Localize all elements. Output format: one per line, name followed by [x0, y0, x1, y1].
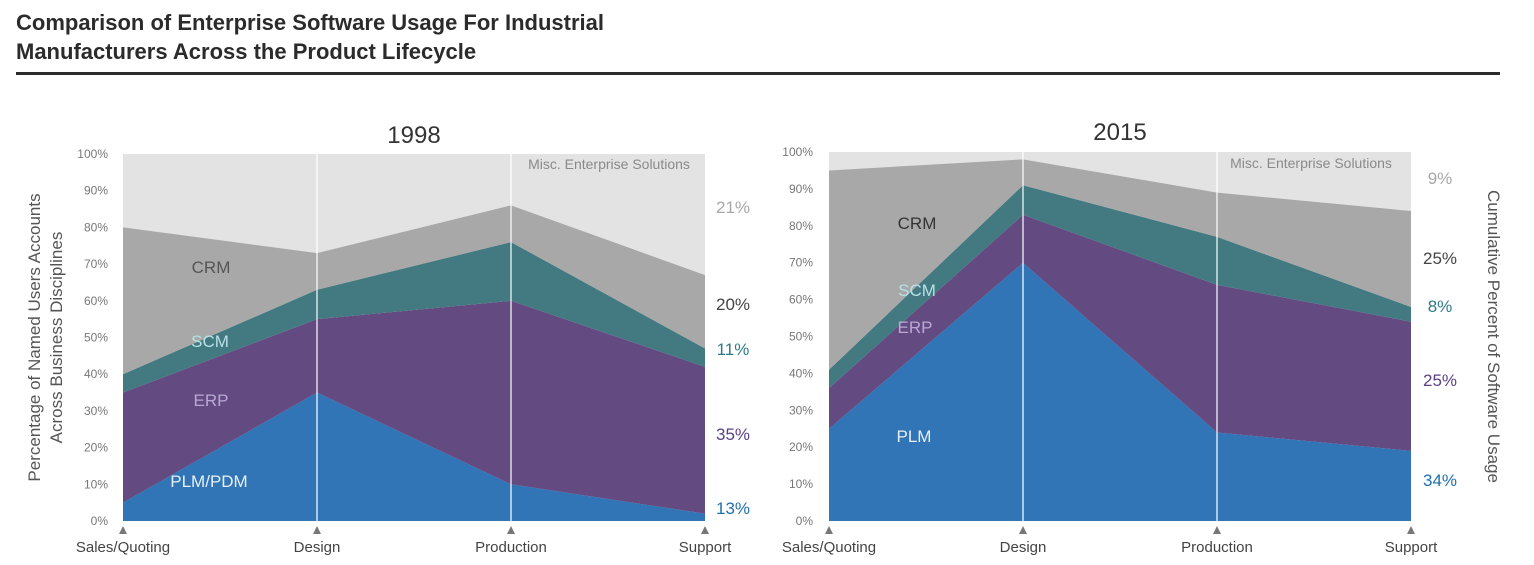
- chart-2015-y-tick-label: 30%: [789, 403, 813, 417]
- chart-1998-stage-marker-icon: [313, 526, 321, 534]
- chart-1998-y-tick-label: 70%: [84, 257, 108, 271]
- chart-2015-x-tick-label: Support: [1385, 539, 1438, 556]
- chart-1998-stage-marker-icon: [701, 526, 709, 534]
- page-title-line-1: Comparison of Enterprise Software Usage …: [16, 10, 604, 35]
- chart-2015-y-tick-label: 10%: [789, 477, 813, 491]
- chart-2015-area-crm: [829, 159, 1411, 370]
- chart-1998-y-tick-label: 80%: [84, 220, 108, 234]
- chart-2015-series-label: SCM: [898, 281, 936, 300]
- chart-1998-area-erp: [123, 300, 705, 514]
- chart-1998-series-label: PLM/PDM: [170, 472, 247, 491]
- chart-2015-y-tick-label: 90%: [789, 182, 813, 196]
- title-divider: [16, 72, 1500, 75]
- chart-2015-y-tick-label: 60%: [789, 293, 813, 307]
- chart-2015-misc-label: Misc. Enterprise Solutions: [1230, 155, 1392, 171]
- chart-2015-y-tick-label: 80%: [789, 219, 813, 233]
- chart-2015-stage-marker-icon: [1019, 526, 1027, 534]
- chart-1998-y-tick-label: 100%: [77, 147, 108, 161]
- chart-2015-y-axis-title: Cumulative Percent of Software Usage: [1484, 190, 1503, 483]
- chart-2015-series-label: ERP: [898, 318, 933, 337]
- chart-1998-cumulative-label: 21%: [716, 198, 750, 217]
- chart-1998-area-plm-pdm: [123, 392, 705, 521]
- chart-2015-y-tick-label: 0%: [796, 514, 814, 528]
- chart-2015-x-tick-label: Design: [1000, 539, 1047, 556]
- page-title: Comparison of Enterprise Software Usage …: [16, 8, 604, 66]
- chart-2015-stage-marker-icon: [825, 526, 833, 534]
- chart-2015-area-scm: [829, 185, 1411, 389]
- chart-2015-title: 2015: [1093, 119, 1146, 146]
- chart-1998-x-tick-label: Production: [475, 539, 547, 556]
- chart-2015-y-tick-label: 20%: [789, 440, 813, 454]
- chart-1998-y-tick-label: 90%: [84, 184, 108, 198]
- chart-1998-cumulative-label: 13%: [716, 499, 750, 518]
- chart-1998-y-tick-label: 20%: [84, 441, 108, 455]
- page-title-line-2: Manufacturers Across the Product Lifecyc…: [16, 39, 477, 64]
- chart-2015-series-label: CRM: [898, 214, 937, 233]
- chart-1998-stage-marker-icon: [507, 526, 515, 534]
- chart-2015-x-tick-label: Production: [1181, 539, 1253, 556]
- chart-2015-y-tick-label: 100%: [782, 145, 813, 159]
- chart-1998-cumulative-label: 35%: [716, 425, 750, 444]
- chart-1998-y-tick-label: 0%: [91, 514, 109, 528]
- chart-1998-y-tick-label: 30%: [84, 404, 108, 418]
- chart-1998-x-tick-label: Design: [294, 539, 341, 556]
- chart-1998-y-tick-label: 40%: [84, 367, 108, 381]
- chart-1998-misc-label: Misc. Enterprise Solutions: [528, 156, 690, 172]
- chart-2015-stage-marker-icon: [1407, 526, 1415, 534]
- chart-1998-cumulative-label: 20%: [716, 295, 750, 314]
- chart-1998-y-axis-title-line-2: Across Business Disciplines: [47, 232, 66, 444]
- chart-2015-cumulative-label: 9%: [1428, 169, 1453, 188]
- chart-1998-series-label: CRM: [192, 258, 231, 277]
- chart-2015-cumulative-label: 34%: [1423, 471, 1457, 490]
- chart-2015-y-tick-label: 50%: [789, 330, 813, 344]
- chart-1998-area-crm: [123, 205, 705, 375]
- chart-2015-cumulative-label: 25%: [1423, 249, 1457, 268]
- chart-1998-area-scm: [123, 242, 705, 393]
- chart-1998-cumulative-label: 11%: [717, 340, 750, 359]
- chart-1998-series-label: SCM: [191, 332, 229, 351]
- chart-2015-series-label: PLM: [897, 427, 932, 446]
- chart-2015-x-tick-label: Sales/Quoting: [782, 539, 876, 556]
- chart-1998-y-tick-label: 10%: [84, 477, 108, 491]
- chart-1998-x-tick-label: Sales/Quoting: [76, 539, 170, 556]
- chart-1998-y-tick-label: 50%: [84, 331, 108, 345]
- chart-1998-title: 1998: [387, 122, 440, 149]
- chart-2015-y-tick-label: 70%: [789, 256, 813, 270]
- chart-1998-x-tick-label: Support: [679, 539, 732, 556]
- chart-1998-y-axis-title-line-1: Percentage of Named Users Accounts: [25, 193, 44, 481]
- chart-2015-area-erp: [829, 214, 1411, 451]
- chart-1998-series-label: ERP: [194, 391, 229, 410]
- chart-2015-cumulative-label: 8%: [1428, 297, 1453, 316]
- chart-2015-area-plm: [829, 262, 1411, 521]
- chart-1998-stage-marker-icon: [119, 526, 127, 534]
- chart-1998-y-tick-label: 60%: [84, 294, 108, 308]
- chart-2015-y-tick-label: 40%: [789, 366, 813, 380]
- chart-2015-stage-marker-icon: [1213, 526, 1221, 534]
- chart-2015-cumulative-label: 25%: [1423, 371, 1457, 390]
